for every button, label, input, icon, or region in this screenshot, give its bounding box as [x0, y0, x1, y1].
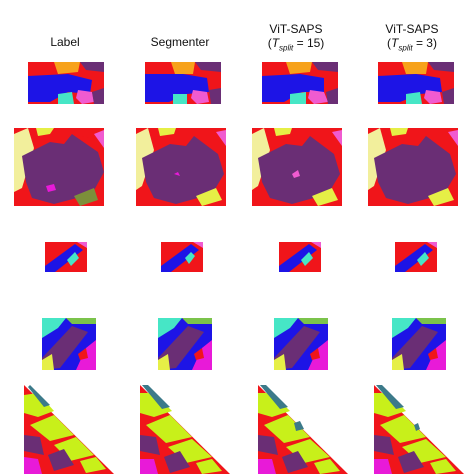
segmentation-map: [145, 62, 221, 104]
row-1-vit-saps-15: [262, 62, 338, 104]
row-5-vit-saps-15: [258, 385, 348, 474]
segmentation-map: [136, 128, 226, 206]
row-4-vit-saps-15: [274, 318, 328, 370]
row-4-label: [42, 318, 96, 370]
segmentation-map: [258, 385, 348, 474]
column-header-label: Label: [15, 35, 115, 49]
segmentation-map: [262, 62, 338, 104]
segmentation-map: [392, 318, 446, 370]
row-3-vit-saps-15: [279, 242, 321, 272]
segmentation-map: [274, 318, 328, 370]
column-header-vit-saps-3: ViT-SAPS (Tsplit = 3): [362, 22, 462, 55]
row-3-vit-saps-3: [395, 242, 437, 272]
row-1-segmenter: [145, 62, 221, 104]
segmentation-map: [252, 128, 342, 206]
segmentation-map: [140, 385, 230, 474]
column-title: ViT-SAPS: [385, 22, 439, 36]
column-subtitle: (Tsplit = 15): [267, 36, 325, 53]
column-title: ViT-SAPS: [269, 22, 323, 36]
segmentation-map: [378, 62, 454, 104]
column-title: Segmenter: [150, 35, 210, 49]
row-5-segmenter: [140, 385, 230, 474]
row-2-vit-saps-3: [368, 128, 458, 206]
row-1-label: [28, 62, 104, 104]
row-5-vit-saps-3: [374, 385, 464, 474]
row-3-label: [45, 242, 87, 272]
row-1-vit-saps-3: [378, 62, 454, 104]
segmentation-map: [158, 318, 212, 370]
segmentation-map: [14, 128, 104, 206]
row-4-vit-saps-3: [392, 318, 446, 370]
segmentation-map: [45, 242, 87, 272]
column-subtitle: (Tsplit = 3): [387, 36, 437, 53]
segmentation-map: [161, 242, 203, 272]
row-4-segmenter: [158, 318, 212, 370]
row-3-segmenter: [161, 242, 203, 272]
row-2-segmenter: [136, 128, 226, 206]
column-title: Label: [50, 35, 80, 49]
segmentation-map: [28, 62, 104, 104]
segmentation-map: [374, 385, 464, 474]
row-2-label: [14, 128, 104, 206]
column-header-segmenter: Segmenter: [130, 35, 230, 49]
row-2-vit-saps-15: [252, 128, 342, 206]
segmentation-map: [395, 242, 437, 272]
segmentation-map: [42, 318, 96, 370]
segmentation-map: [279, 242, 321, 272]
row-5-label: [24, 385, 114, 474]
segmentation-map: [24, 385, 114, 474]
segmentation-map: [368, 128, 458, 206]
column-header-vit-saps-15: ViT-SAPS (Tsplit = 15): [246, 22, 346, 55]
